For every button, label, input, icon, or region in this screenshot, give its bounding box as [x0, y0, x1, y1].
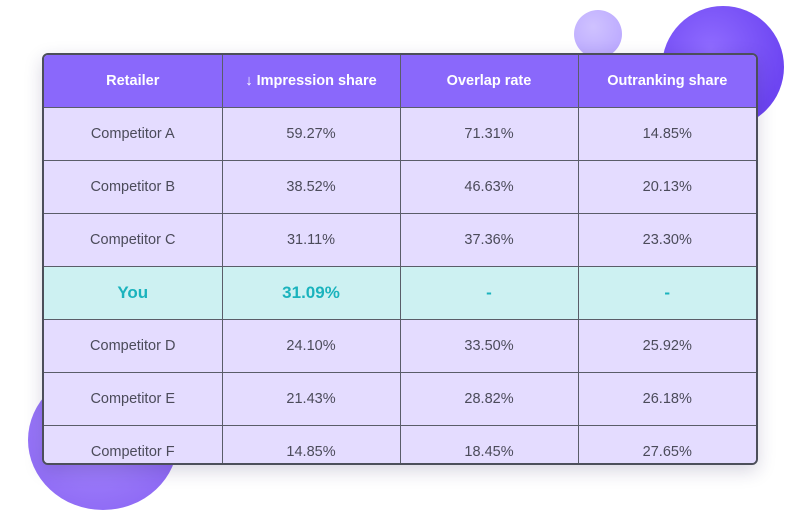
cell-retailer: Competitor D [44, 319, 223, 373]
cell-outranking-share: 26.18% [577, 372, 756, 426]
cell-overlap-rate: 71.31% [399, 107, 579, 161]
cell-retailer: Competitor E [44, 372, 223, 426]
decorative-circle-small [574, 10, 622, 58]
cell-retailer: Competitor C [44, 213, 223, 267]
cell-retailer: Competitor F [44, 425, 223, 463]
cell-impression-share: 24.10% [221, 319, 401, 373]
cell-retailer: You [44, 266, 223, 320]
table-row: Competitor B 38.52% 46.63% 20.13% [44, 160, 756, 214]
cell-overlap-rate: 18.45% [399, 425, 579, 463]
table-row: Competitor F 14.85% 18.45% 27.65% [44, 425, 756, 463]
cell-outranking-share: - [577, 266, 756, 320]
table-row: Competitor D 24.10% 33.50% 25.92% [44, 319, 756, 373]
cell-retailer: Competitor A [44, 107, 223, 161]
header-impression-share[interactable]: ↓ Impression share [221, 55, 401, 108]
header-outranking-share[interactable]: Outranking share [577, 55, 756, 108]
cell-overlap-rate: 46.63% [399, 160, 579, 214]
competitor-table: Retailer ↓ Impression share Overlap rate… [44, 55, 756, 463]
cell-impression-share: 21.43% [221, 372, 401, 426]
table-header-row: Retailer ↓ Impression share Overlap rate… [44, 55, 756, 108]
cell-impression-share: 31.09% [221, 266, 401, 320]
table-row: Competitor E 21.43% 28.82% 26.18% [44, 372, 756, 426]
cell-retailer: Competitor B [44, 160, 223, 214]
header-overlap-rate[interactable]: Overlap rate [399, 55, 579, 108]
table-row: Competitor C 31.11% 37.36% 23.30% [44, 213, 756, 267]
cell-outranking-share: 20.13% [577, 160, 756, 214]
cell-outranking-share: 14.85% [577, 107, 756, 161]
competitor-table-card: Retailer ↓ Impression share Overlap rate… [42, 53, 758, 465]
cell-outranking-share: 23.30% [577, 213, 756, 267]
cell-outranking-share: 27.65% [577, 425, 756, 463]
cell-overlap-rate: - [399, 266, 579, 320]
cell-impression-share: 31.11% [221, 213, 401, 267]
cell-impression-share: 59.27% [221, 107, 401, 161]
cell-overlap-rate: 37.36% [399, 213, 579, 267]
cell-outranking-share: 25.92% [577, 319, 756, 373]
table-row-you-highlight: You 31.09% - - [44, 266, 756, 320]
table-row: Competitor A 59.27% 71.31% 14.85% [44, 107, 756, 161]
cell-overlap-rate: 28.82% [399, 372, 579, 426]
header-retailer[interactable]: Retailer [44, 55, 223, 108]
cell-impression-share: 38.52% [221, 160, 401, 214]
cell-impression-share: 14.85% [221, 425, 401, 463]
cell-overlap-rate: 33.50% [399, 319, 579, 373]
